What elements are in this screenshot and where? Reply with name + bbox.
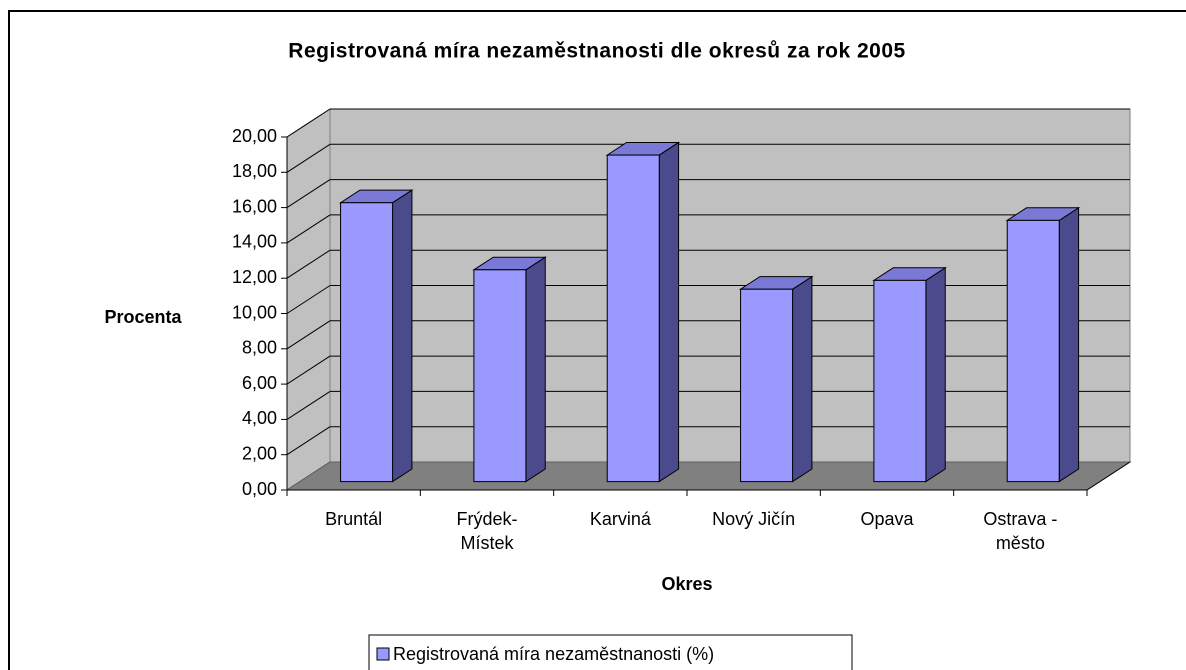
grid-line [286, 320, 331, 350]
grid-line [286, 426, 331, 456]
x-tick-label: Opava [860, 509, 914, 529]
bar [473, 269, 527, 483]
y-tick-label: 18,00 [232, 161, 277, 181]
x-tick-label: Frýdek- Místek [456, 509, 518, 553]
bar-side [525, 256, 546, 483]
legend-label: Registrovaná míra nezaměstnanosti (%) [393, 644, 714, 664]
bar-side [792, 275, 813, 483]
y-tick-label: 4,00 [242, 408, 277, 428]
bar-side [1058, 206, 1080, 483]
y-tick-label: 20,00 [232, 126, 277, 146]
bar-side [925, 266, 946, 483]
grid-line [286, 214, 331, 244]
y-axis-label: Procenta [104, 307, 182, 327]
grid-line [286, 143, 331, 173]
x-axis-label: Okres [661, 574, 712, 594]
floor [285, 461, 1132, 491]
grid-line [286, 390, 331, 420]
grid-line [286, 285, 331, 314]
y-tick-label: 10,00 [232, 302, 277, 322]
grid-line [286, 355, 331, 385]
x-tick-label: Bruntál [325, 509, 383, 529]
bar [1006, 219, 1060, 483]
y-tick-label: 8,00 [242, 338, 277, 358]
grid-line [286, 249, 331, 279]
legend-box [368, 634, 853, 670]
grid-line [286, 179, 331, 209]
y-tick-label: 2,00 [242, 443, 277, 463]
y-tick-label: 0,00 [242, 479, 277, 499]
floor-edge [1086, 461, 1131, 491]
y-tick-label: 16,00 [232, 196, 277, 216]
x-tick-label: Nový Jičín [712, 509, 796, 529]
grid-line [286, 108, 331, 138]
bar [740, 288, 794, 483]
y-tick-label: 12,00 [232, 267, 277, 287]
bar [873, 279, 927, 483]
y-tick-label: 6,00 [242, 373, 277, 393]
bar-side [392, 189, 413, 483]
legend-swatch [376, 647, 390, 661]
x-tick-label: Ostrava - město [983, 509, 1058, 553]
bar-side [658, 141, 680, 483]
bar [340, 202, 394, 483]
x-tick-label: Karviná [589, 509, 651, 529]
bar [606, 154, 660, 483]
chart-title: Registrovaná míra nezaměstnanosti dle ok… [288, 40, 905, 63]
y-tick-label: 14,00 [232, 232, 277, 252]
